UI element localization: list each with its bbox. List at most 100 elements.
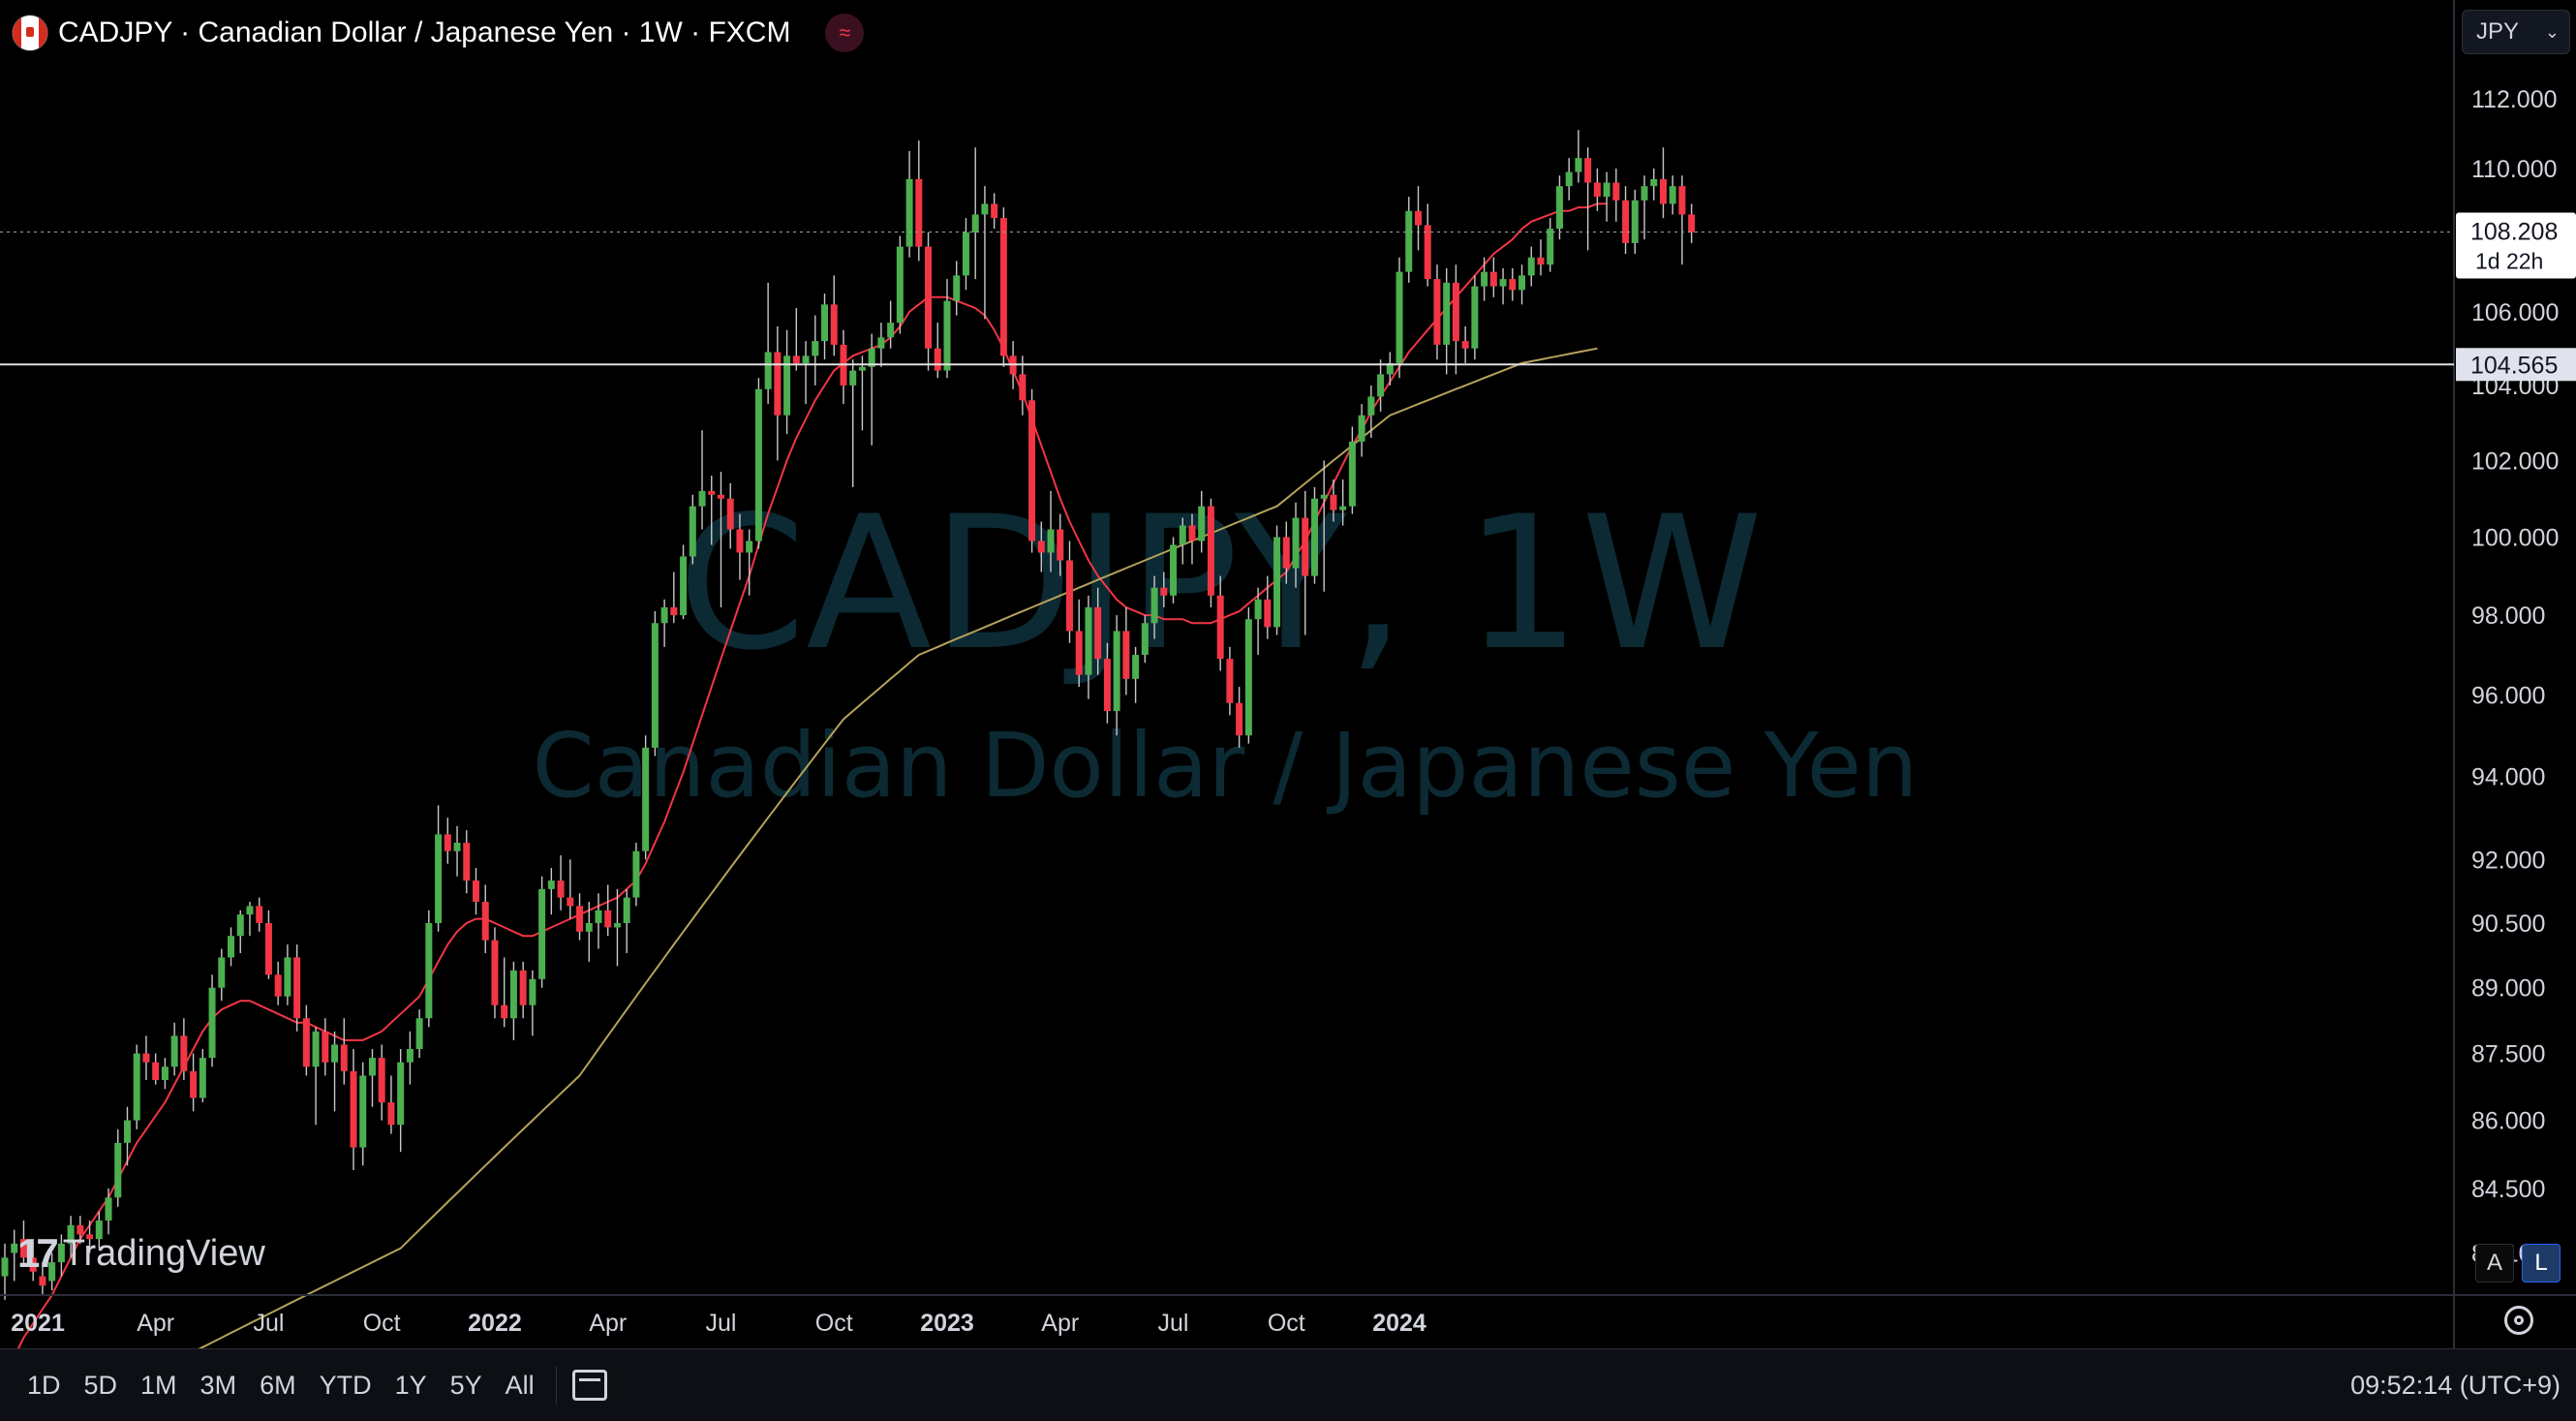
candle — [905, 150, 913, 258]
y-tick-label: 112.000 — [2471, 86, 2558, 113]
candle — [501, 957, 508, 1028]
candle-body — [293, 957, 301, 1019]
indicator-badge-icon[interactable]: ≈ — [825, 14, 865, 52]
candle-body — [1443, 282, 1451, 345]
candle — [453, 825, 461, 877]
range-ytd[interactable]: YTD — [319, 1370, 372, 1400]
candle — [774, 325, 782, 461]
candle — [821, 293, 829, 360]
candle-body — [1669, 186, 1676, 204]
candle — [161, 1058, 169, 1090]
candle-body — [1122, 631, 1130, 679]
y-tick-label: 106.000 — [2471, 299, 2559, 326]
candle-body — [877, 337, 885, 349]
candle — [312, 1027, 320, 1126]
candle — [567, 859, 574, 919]
candle — [726, 482, 734, 549]
candle-body — [1481, 271, 1488, 287]
candle — [274, 961, 282, 1005]
candle — [764, 282, 772, 405]
candle — [915, 140, 923, 262]
candle — [698, 430, 706, 530]
range-1m[interactable]: 1M — [140, 1370, 177, 1400]
candle-body — [651, 623, 659, 748]
candle — [1358, 404, 1365, 457]
candle — [1019, 355, 1027, 416]
candle — [1584, 147, 1592, 251]
candle — [1057, 513, 1064, 576]
ma-slow-line — [198, 347, 1598, 1348]
candle-body — [717, 494, 724, 499]
candle — [746, 529, 753, 596]
range-3m[interactable]: 3M — [199, 1370, 237, 1400]
range-1y[interactable]: 1Y — [394, 1370, 427, 1400]
candle — [1216, 575, 1224, 671]
y-tick-label: 92.000 — [2471, 847, 2545, 874]
x-tick-label: 2022 — [468, 1310, 522, 1337]
price-chart[interactable]: CADJPY, 1W Canadian Dollar / Japanese Ye… — [0, 0, 2576, 1348]
candle — [284, 944, 291, 1005]
candle-body — [1207, 506, 1214, 596]
candle-body — [1499, 279, 1507, 287]
candle-body — [509, 970, 517, 1019]
x-tick-label: 2023 — [920, 1310, 974, 1337]
range-1d[interactable]: 1D — [27, 1370, 61, 1400]
x-tick-label: Jul — [1158, 1310, 1189, 1337]
candle-body — [274, 974, 282, 997]
x-tick-label: Jul — [253, 1310, 284, 1337]
range-6m[interactable]: 6M — [260, 1370, 296, 1400]
candle-body — [746, 541, 753, 553]
candle-body — [1188, 525, 1196, 541]
candle-body — [971, 214, 979, 232]
candle — [180, 1018, 188, 1081]
candle — [152, 1053, 160, 1085]
candle — [1122, 606, 1130, 695]
horizontal-line-label-bg — [2456, 348, 2576, 382]
candle-body — [604, 910, 612, 928]
x-tick-label: Apr — [589, 1310, 627, 1337]
candle-body — [1377, 374, 1385, 397]
candle — [67, 1216, 75, 1258]
candle-body — [1065, 560, 1073, 632]
logo-mark: 17 — [17, 1230, 59, 1276]
candle-body — [1057, 529, 1064, 561]
candle — [406, 1031, 414, 1085]
candle — [1170, 537, 1178, 603]
log-scale-button[interactable]: L — [2522, 1244, 2561, 1282]
candle — [1264, 575, 1272, 639]
candle-body — [1113, 631, 1120, 712]
clock[interactable]: 09:52:14 (UTC+9) — [2350, 1370, 2561, 1400]
watermark-description: Canadian Dollar / Japanese Yen — [533, 714, 1918, 818]
range-all[interactable]: All — [505, 1370, 535, 1400]
candle-body — [802, 355, 810, 363]
range-5d[interactable]: 5D — [83, 1370, 118, 1400]
currency-selector[interactable]: JPY ⌄ — [2462, 10, 2570, 54]
candle — [1339, 479, 1347, 526]
candle-body — [1547, 229, 1554, 265]
candle-body — [1244, 619, 1252, 736]
gear-icon[interactable] — [2504, 1306, 2533, 1335]
candle — [425, 910, 433, 1028]
candle-body — [670, 606, 678, 616]
scale-buttons: A L — [2475, 1244, 2561, 1282]
horizontal-line-label: 104.565 — [2470, 352, 2558, 379]
candle-body — [161, 1066, 169, 1081]
candle-body — [1386, 362, 1394, 375]
candle — [1612, 168, 1620, 222]
candle — [86, 1220, 94, 1253]
candle-body — [1509, 279, 1517, 291]
candle — [736, 513, 744, 580]
candle — [444, 818, 451, 864]
candle-body — [1688, 214, 1696, 232]
range-5y[interactable]: 5Y — [449, 1370, 482, 1400]
candle-body — [190, 1070, 198, 1098]
symbol-title[interactable]: CADJPY · Canadian Dollar / Japanese Yen … — [58, 16, 791, 48]
candle — [1631, 189, 1639, 255]
candle-body — [1085, 606, 1092, 675]
auto-scale-button[interactable]: A — [2475, 1244, 2514, 1282]
x-tick-label: Jul — [705, 1310, 736, 1337]
candle-body — [11, 1243, 18, 1253]
candle — [378, 1044, 385, 1121]
calendar-icon[interactable] — [571, 1370, 607, 1401]
candle-body — [1367, 396, 1375, 416]
